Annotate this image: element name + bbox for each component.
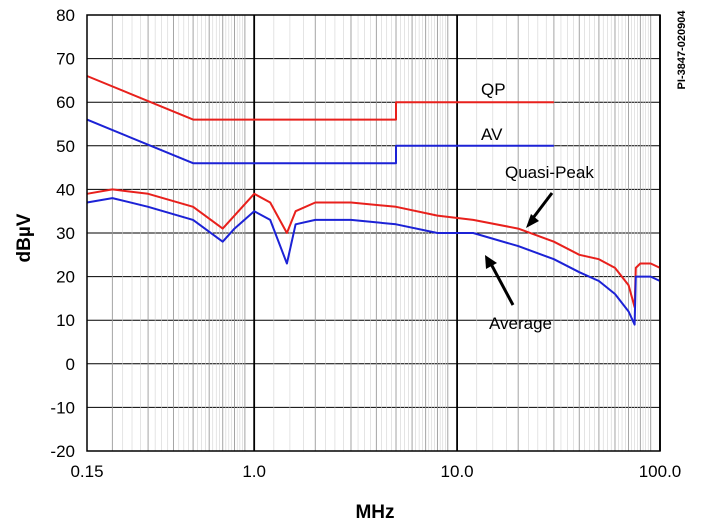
x-tick-label: 1.0 [242, 462, 266, 481]
plot-frame [86, 14, 661, 452]
average-arrowhead [485, 255, 497, 269]
grid-lines [87, 14, 661, 452]
x-tick-label: 0.15 [70, 462, 103, 481]
y-tick-label: 20 [56, 268, 75, 287]
qp-limit-label: QP [481, 80, 506, 99]
y-tick-label: -10 [50, 398, 75, 417]
x-tick-label: 10.0 [441, 462, 474, 481]
x-axis-title: MHz [355, 502, 394, 523]
y-tick-label: 0 [66, 355, 75, 374]
y-tick-label: -20 [50, 442, 75, 461]
y-tick-label: 40 [56, 180, 75, 199]
y-tick-label: 50 [56, 137, 75, 156]
data-layer [86, 75, 661, 326]
y-tick-label: 80 [56, 6, 75, 25]
av-series-line [86, 118, 554, 165]
quasi-peak-series-line [86, 188, 661, 309]
y-tick-label: 70 [56, 50, 75, 69]
tick-labels: -20 -10 0 10 20 30 40 50 60 70 80 0.15 1.0 10.0 100.0 [50, 6, 681, 481]
av-limit-label: AV [481, 125, 503, 144]
average-series-line [86, 197, 661, 326]
average-label: Average [489, 314, 552, 333]
x-tick-label: 100.0 [639, 462, 682, 481]
y-tick-label: 30 [56, 224, 75, 243]
y-tick-label: 10 [56, 311, 75, 330]
average-arrow [488, 261, 515, 306]
y-axis-title: dBµV [14, 213, 35, 262]
quasi-peak-label: Quasi-Peak [505, 163, 594, 182]
qp-series-line [86, 75, 554, 121]
quasi-peak-arrowhead [526, 214, 539, 228]
y-tick-label: 60 [56, 93, 75, 112]
figure-id: PI-3847-020904 [676, 10, 688, 90]
